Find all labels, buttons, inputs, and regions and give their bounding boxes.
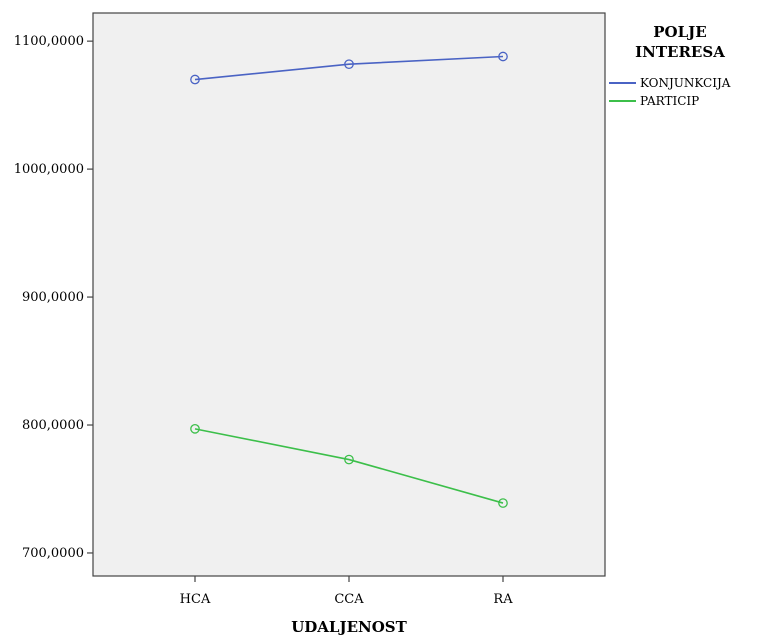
- data-point-konjunkcija: [344, 59, 354, 70]
- y-tick-label: 700,0000: [22, 546, 84, 561]
- legend-items: KONJUNKCIJA PARTICIP: [609, 76, 731, 108]
- y-tick-label: 800,0000: [22, 418, 84, 433]
- legend: POLJE INTERESA KONJUNKCIJA PARTICIP: [609, 23, 731, 108]
- x-axis: HCA CCA RA: [180, 576, 513, 607]
- y-tick-label: 900,0000: [22, 290, 84, 305]
- legend-label: KONJUNKCIJA: [640, 76, 731, 90]
- series-line-particip: [194, 428, 504, 504]
- plot-area: [92, 12, 606, 577]
- y-tick-label: 1000,0000: [14, 162, 84, 177]
- y-axis: 700,0000 800,0000 900,0000 1000,0000 1100,00…: [14, 34, 93, 561]
- series-line-konjunkcija: [194, 55, 504, 81]
- data-point-konjunkcija: [190, 74, 200, 85]
- series-layer: [190, 51, 508, 508]
- y-tick-label: 1100,0000: [14, 34, 84, 49]
- data-point-particip: [344, 454, 354, 465]
- legend-title-line-1: POLJE: [653, 23, 706, 41]
- x-tick-label: RA: [493, 592, 513, 607]
- data-point-particip: [498, 498, 508, 508]
- x-tick-label: HCA: [180, 592, 211, 607]
- legend-title-line-2: INTERESA: [635, 43, 725, 61]
- legend-label: PARTICIP: [640, 94, 699, 108]
- data-point-konjunkcija: [498, 51, 508, 62]
- x-axis-title: UDALJENOST: [291, 618, 407, 636]
- data-point-particip: [190, 424, 200, 434]
- x-tick-label: CCA: [334, 592, 364, 607]
